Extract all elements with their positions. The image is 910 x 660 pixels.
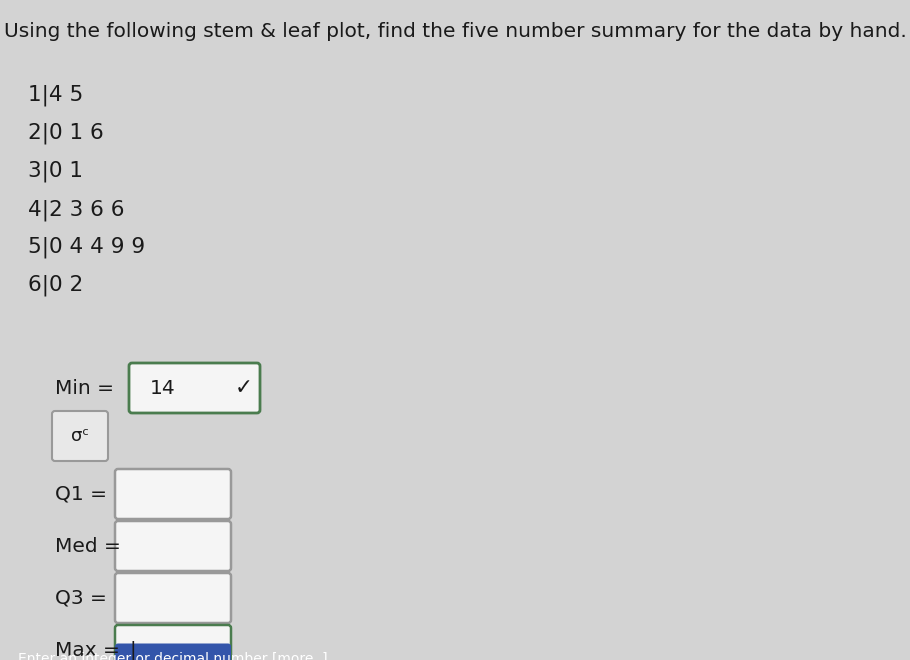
Text: σᶜ: σᶜ — [71, 427, 89, 445]
Text: Med =: Med = — [55, 537, 121, 556]
Text: 2|0 1 6: 2|0 1 6 — [28, 123, 104, 145]
FancyBboxPatch shape — [129, 363, 260, 413]
Text: Using the following stem & leaf plot, find the five number summary for the data : Using the following stem & leaf plot, fi… — [4, 22, 906, 41]
Text: 6|0 2: 6|0 2 — [28, 275, 83, 296]
Text: Max =: Max = — [55, 640, 120, 659]
FancyBboxPatch shape — [52, 411, 108, 461]
Text: 14: 14 — [150, 378, 176, 397]
Text: 4|2 3 6 6: 4|2 3 6 6 — [28, 199, 125, 220]
Text: 5|0 4 4 9 9: 5|0 4 4 9 9 — [28, 237, 145, 259]
FancyBboxPatch shape — [115, 644, 231, 660]
FancyBboxPatch shape — [115, 625, 231, 660]
FancyBboxPatch shape — [115, 573, 231, 623]
FancyBboxPatch shape — [115, 521, 231, 571]
Text: Q3 =: Q3 = — [55, 589, 106, 607]
Text: 3|0 1: 3|0 1 — [28, 161, 83, 183]
Text: ✓: ✓ — [235, 378, 253, 398]
FancyBboxPatch shape — [115, 469, 231, 519]
Text: Min =: Min = — [55, 378, 114, 397]
Text: Q1 =: Q1 = — [55, 484, 107, 504]
Text: Enter an integer or decimal number [more..]: Enter an integer or decimal number [more… — [18, 653, 328, 660]
Text: 1|4 5: 1|4 5 — [28, 85, 83, 106]
Text: |: | — [130, 640, 136, 660]
